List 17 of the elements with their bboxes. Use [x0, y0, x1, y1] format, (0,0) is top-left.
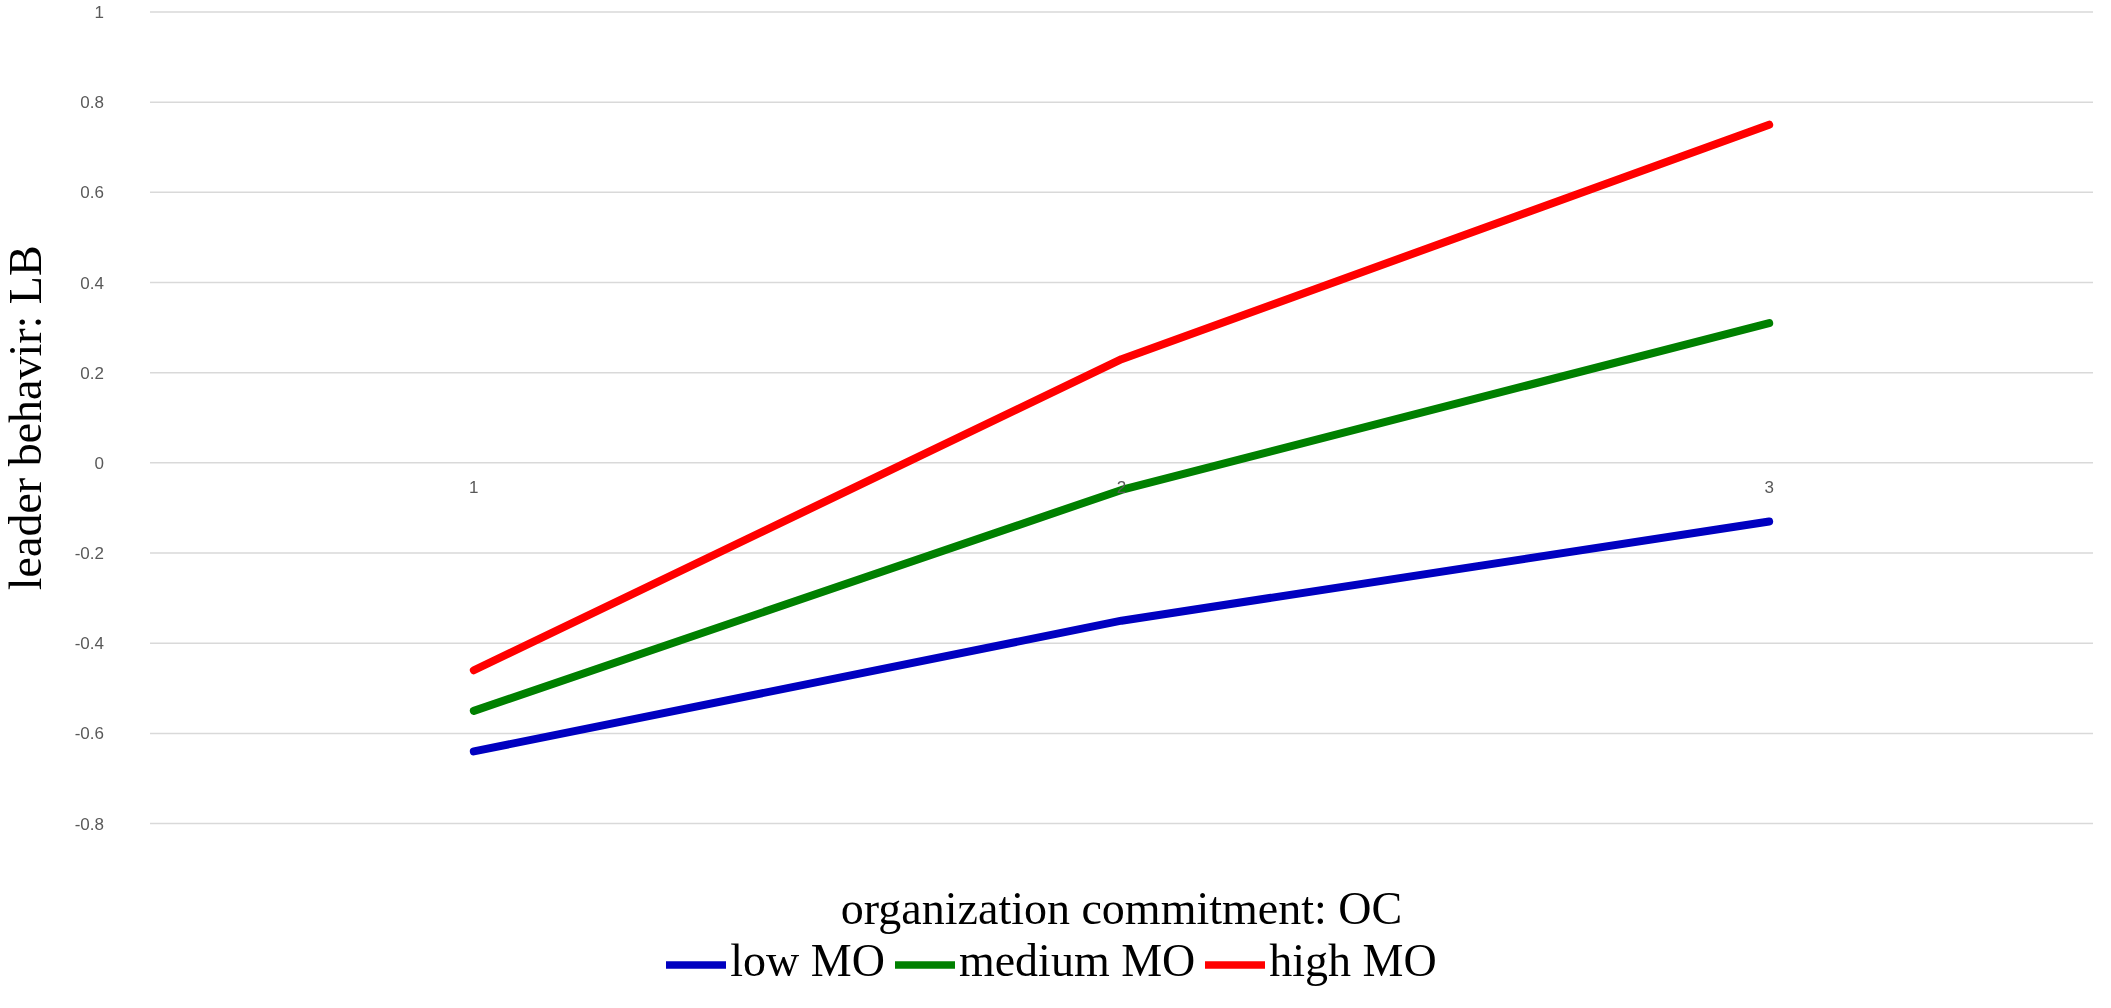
x-tick-label: 1 [469, 477, 479, 497]
x-tick-label: 3 [1764, 477, 1774, 497]
y-tick-label: 0.8 [80, 93, 104, 113]
y-tick-label: 0.6 [80, 183, 104, 203]
y-tick-label: -0.4 [74, 634, 104, 654]
y-tick-label: -0.2 [74, 544, 104, 564]
y-tick-label: 0 [94, 453, 104, 473]
y-tick-label: 0.2 [80, 363, 104, 383]
legend-label: medium MO [958, 934, 1196, 986]
y-tick-label: -0.8 [74, 814, 104, 834]
y-tick-label: 0.4 [80, 273, 104, 293]
x-axis-title: organization commitment: OC [840, 882, 1403, 934]
y-axis-title: leader behavir: LB [0, 245, 52, 591]
y-tick-label: -0.6 [74, 724, 104, 744]
legend-label: high MO [1269, 934, 1437, 986]
y-tick-label: 1 [94, 3, 104, 23]
legend-label: low MO [730, 934, 885, 986]
